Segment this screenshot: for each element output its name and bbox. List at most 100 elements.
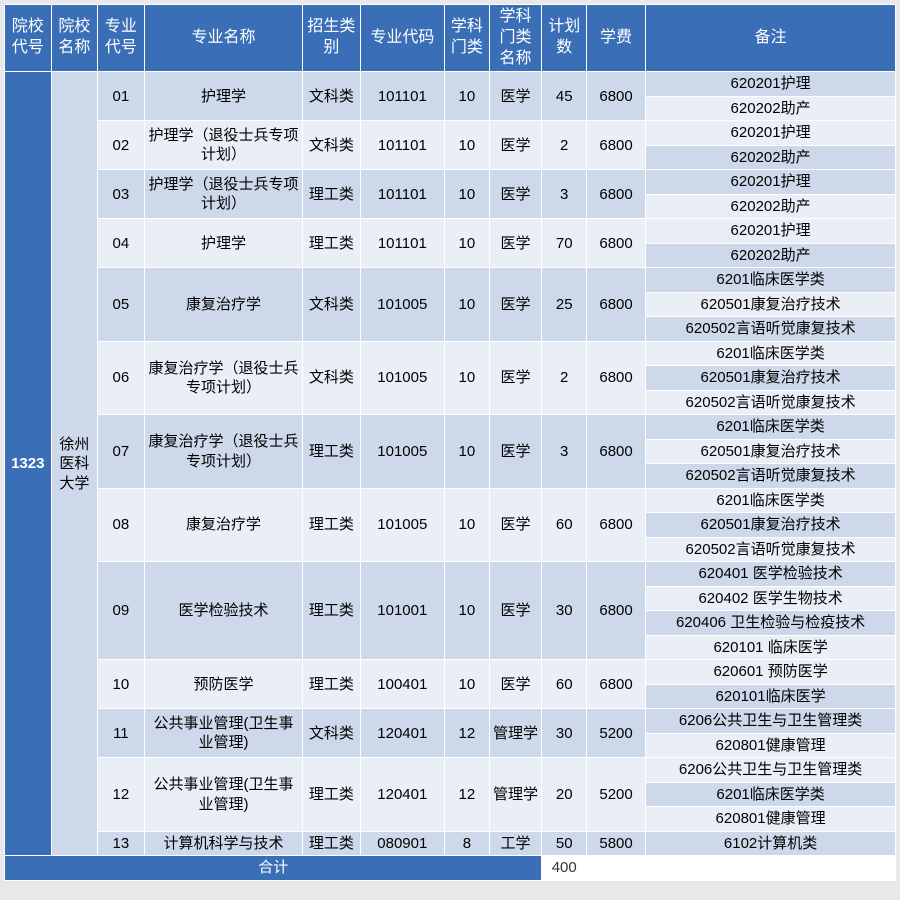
remark-cell: 620501康复治疗技术 [646, 292, 896, 317]
table-row: 12公共事业管理(卫生事业管理)理工类12040112管理学2052006206… [5, 758, 896, 783]
remark-cell: 620801健康管理 [646, 807, 896, 832]
table-row: 10预防医学理工类10040110医学606800620601 预防医学 [5, 660, 896, 685]
major-pcode-cell: 101005 [360, 341, 445, 415]
header-cell: 备注 [646, 5, 896, 72]
fee-cell: 6800 [586, 562, 645, 660]
disc-name-cell: 医学 [489, 415, 542, 489]
remark-cell: 6206公共卫生与卫生管理类 [646, 709, 896, 734]
disc-code-cell: 12 [445, 709, 489, 758]
fee-cell: 6800 [586, 170, 645, 219]
major-code-cell: 11 [98, 709, 145, 758]
remark-cell: 620501康复治疗技术 [646, 439, 896, 464]
remark-cell: 620401 医学检验技术 [646, 562, 896, 587]
school-name-cell: 徐州医科大学 [51, 72, 98, 856]
table-row: 04护理学理工类10110110医学706800620201护理 [5, 219, 896, 244]
disc-code-cell: 10 [445, 341, 489, 415]
remark-cell: 620501康复治疗技术 [646, 366, 896, 391]
major-pcode-cell: 120401 [360, 758, 445, 832]
header-cell: 专业代码 [360, 5, 445, 72]
total-value-cell: 400 [542, 856, 586, 881]
remark-cell: 6206公共卫生与卫生管理类 [646, 758, 896, 783]
plan-cell: 70 [542, 219, 586, 268]
remark-cell: 620101 临床医学 [646, 635, 896, 660]
disc-code-cell: 10 [445, 562, 489, 660]
remark-cell: 620406 卫生检验与检疫技术 [646, 611, 896, 636]
fee-cell: 6800 [586, 219, 645, 268]
enroll-cat-cell: 文科类 [303, 341, 360, 415]
major-pcode-cell: 101101 [360, 72, 445, 121]
fee-cell: 5800 [586, 831, 645, 856]
major-pcode-cell: 101001 [360, 562, 445, 660]
major-code-cell: 06 [98, 341, 145, 415]
table-row: 13计算机科学与技术理工类0809018工学5058006102计算机类 [5, 831, 896, 856]
disc-name-cell: 工学 [489, 831, 542, 856]
disc-name-cell: 医学 [489, 268, 542, 342]
disc-name-cell: 医学 [489, 219, 542, 268]
fee-cell: 6800 [586, 121, 645, 170]
major-code-cell: 05 [98, 268, 145, 342]
disc-code-cell: 10 [445, 170, 489, 219]
major-code-cell: 02 [98, 121, 145, 170]
major-pcode-cell: 101005 [360, 268, 445, 342]
table-row: 06康复治疗学（退役士兵专项计划）文科类10100510医学268006201临… [5, 341, 896, 366]
major-pcode-cell: 120401 [360, 709, 445, 758]
header-cell: 院校代号 [5, 5, 52, 72]
remark-cell: 620502言语听觉康复技术 [646, 464, 896, 489]
plan-cell: 25 [542, 268, 586, 342]
remark-cell: 620601 预防医学 [646, 660, 896, 685]
major-code-cell: 08 [98, 488, 145, 562]
disc-code-cell: 12 [445, 758, 489, 832]
enroll-cat-cell: 理工类 [303, 758, 360, 832]
remark-cell: 6102计算机类 [646, 831, 896, 856]
major-pcode-cell: 101101 [360, 121, 445, 170]
total-label-cell: 合计 [5, 856, 542, 881]
plan-cell: 45 [542, 72, 586, 121]
fee-cell: 6800 [586, 341, 645, 415]
major-pcode-cell: 101005 [360, 488, 445, 562]
remark-cell: 620202助产 [646, 96, 896, 121]
major-name-cell: 康复治疗学 [144, 268, 303, 342]
total-blank-cell [586, 856, 645, 881]
disc-code-cell: 10 [445, 219, 489, 268]
remark-cell: 6201临床医学类 [646, 488, 896, 513]
table-row: 11公共事业管理(卫生事业管理)文科类12040112管理学3052006206… [5, 709, 896, 734]
plan-cell: 30 [542, 562, 586, 660]
disc-code-cell: 10 [445, 72, 489, 121]
remark-cell: 620201护理 [646, 219, 896, 244]
fee-cell: 6800 [586, 660, 645, 709]
major-name-cell: 康复治疗学 [144, 488, 303, 562]
major-name-cell: 医学检验技术 [144, 562, 303, 660]
total-blank-cell [646, 856, 896, 881]
admission-table: 院校代号院校名称专业代号专业名称招生类别专业代码学科门类学科门类名称计划数学费备… [4, 4, 896, 881]
disc-code-cell: 10 [445, 415, 489, 489]
plan-cell: 30 [542, 709, 586, 758]
fee-cell: 6800 [586, 268, 645, 342]
table-row: 07康复治疗学（退役士兵专项计划）理工类10100510医学368006201临… [5, 415, 896, 440]
header-cell: 学费 [586, 5, 645, 72]
header-cell: 专业代号 [98, 5, 145, 72]
remark-cell: 620402 医学生物技术 [646, 586, 896, 611]
remark-cell: 6201临床医学类 [646, 782, 896, 807]
plan-cell: 3 [542, 415, 586, 489]
table-row: 05康复治疗学文科类10100510医学2568006201临床医学类 [5, 268, 896, 293]
remark-cell: 620502言语听觉康复技术 [646, 537, 896, 562]
header-cell: 专业名称 [144, 5, 303, 72]
disc-name-cell: 管理学 [489, 758, 542, 832]
remark-cell: 620202助产 [646, 194, 896, 219]
major-pcode-cell: 101101 [360, 219, 445, 268]
table-row: 1323徐州医科大学01护理学文科类10110110医学456800620201… [5, 72, 896, 97]
disc-code-cell: 8 [445, 831, 489, 856]
remark-cell: 620201护理 [646, 121, 896, 146]
major-name-cell: 公共事业管理(卫生事业管理) [144, 709, 303, 758]
disc-name-cell: 医学 [489, 170, 542, 219]
major-name-cell: 护理学 [144, 219, 303, 268]
fee-cell: 6800 [586, 488, 645, 562]
table-header: 院校代号院校名称专业代号专业名称招生类别专业代码学科门类学科门类名称计划数学费备… [5, 5, 896, 72]
header-cell: 招生类别 [303, 5, 360, 72]
major-name-cell: 康复治疗学（退役士兵专项计划） [144, 415, 303, 489]
major-code-cell: 12 [98, 758, 145, 832]
disc-name-cell: 医学 [489, 488, 542, 562]
major-pcode-cell: 101101 [360, 170, 445, 219]
disc-code-cell: 10 [445, 268, 489, 342]
enroll-cat-cell: 理工类 [303, 219, 360, 268]
